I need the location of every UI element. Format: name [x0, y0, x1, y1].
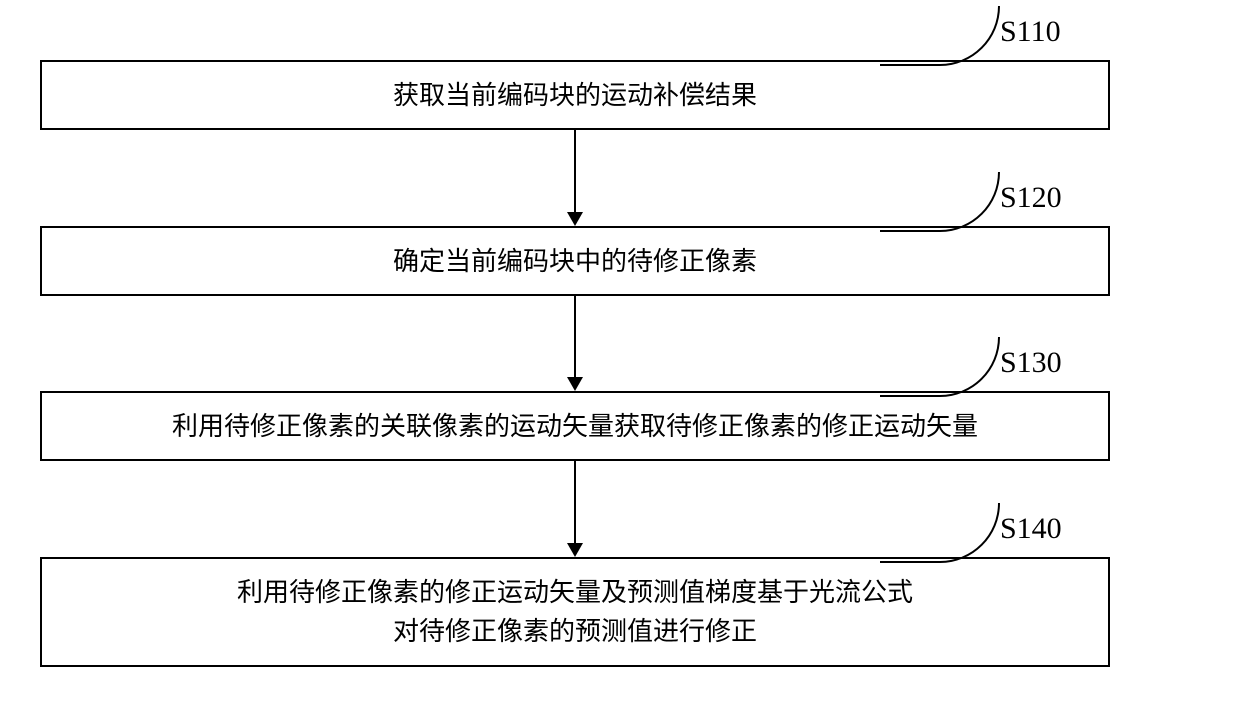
flow-arrow	[574, 130, 576, 212]
label-connector-s110	[880, 6, 1000, 66]
flow-arrow	[574, 296, 576, 377]
flow-arrow-head	[567, 212, 583, 226]
flowchart-step-s140: 利用待修正像素的修正运动矢量及预测值梯度基于光流公式 对待修正像素的预测值进行修…	[40, 557, 1110, 667]
flow-arrow-head	[567, 377, 583, 391]
step-text: 获取当前编码块的运动补偿结果	[373, 76, 777, 115]
step-label-s120: S120	[1000, 181, 1062, 215]
step-text: 确定当前编码块中的待修正像素	[373, 242, 777, 281]
step-label-s130: S130	[1000, 346, 1062, 380]
step-text: 利用待修正像素的修正运动矢量及预测值梯度基于光流公式 对待修正像素的预测值进行修…	[217, 573, 933, 651]
flowchart-step-s110: 获取当前编码块的运动补偿结果	[40, 60, 1110, 130]
label-connector-s140	[880, 503, 1000, 563]
label-connector-s120	[880, 172, 1000, 232]
flowchart-step-s130: 利用待修正像素的关联像素的运动矢量获取待修正像素的修正运动矢量	[40, 391, 1110, 461]
label-connector-s130	[880, 337, 1000, 397]
step-label-s110: S110	[1000, 15, 1061, 49]
flowchart-step-s120: 确定当前编码块中的待修正像素	[40, 226, 1110, 296]
flow-arrow-head	[567, 543, 583, 557]
step-text: 利用待修正像素的关联像素的运动矢量获取待修正像素的修正运动矢量	[152, 407, 998, 446]
step-label-s140: S140	[1000, 512, 1062, 546]
flow-arrow	[574, 461, 576, 543]
